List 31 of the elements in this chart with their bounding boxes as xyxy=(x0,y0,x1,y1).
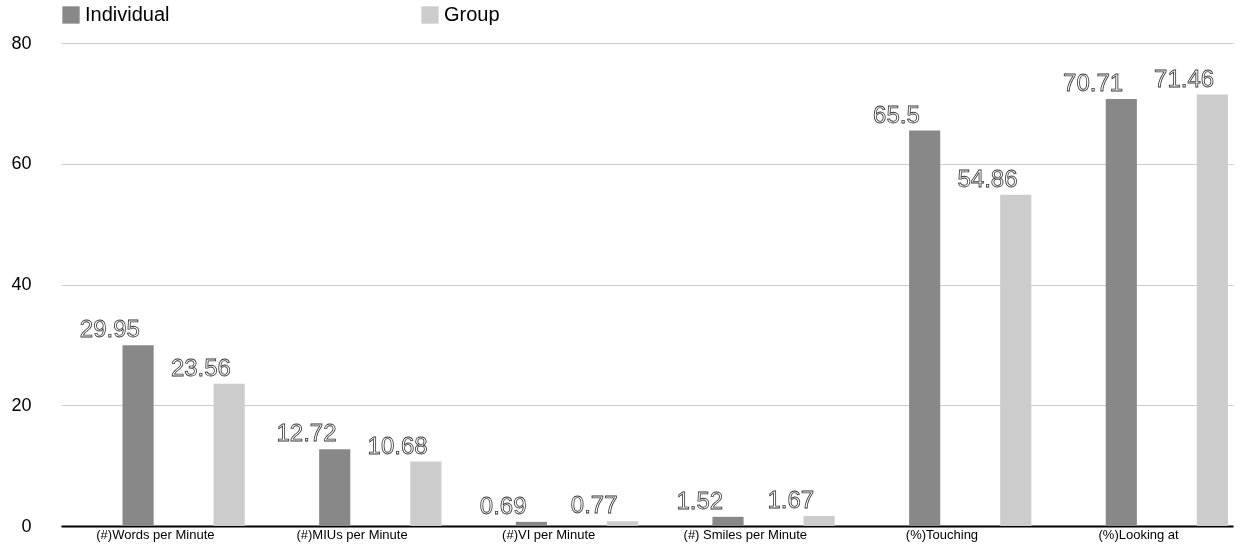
data-label: 65.5 xyxy=(873,100,920,128)
x-tick-label: (%)Touching xyxy=(905,526,979,542)
data-label: 1.52 xyxy=(676,486,724,514)
data-label: 29.95 xyxy=(79,315,140,343)
data-label: 10.68 xyxy=(367,431,428,459)
y-tick-label: 0 xyxy=(21,515,32,536)
bar xyxy=(1105,99,1137,526)
data-label: 1.67 xyxy=(767,485,815,513)
bar xyxy=(803,515,835,526)
legend-label: Group xyxy=(444,3,500,25)
bar xyxy=(712,516,744,526)
x-tick-label: (#)VI per Minute xyxy=(502,526,596,542)
y-tick-label: 80 xyxy=(11,32,32,53)
bar xyxy=(606,521,639,526)
bar xyxy=(515,521,547,526)
bar xyxy=(319,449,351,526)
y-tick-label: 20 xyxy=(11,394,32,415)
data-label: 12.72 xyxy=(276,419,337,447)
y-tick-label: 40 xyxy=(11,274,32,294)
data-label: 54.86 xyxy=(957,164,1018,192)
x-tick-label: (#)Words per Minute xyxy=(96,526,215,542)
bar xyxy=(410,461,442,526)
x-tick-label: (%)Looking at xyxy=(1098,526,1180,542)
x-tick-label: (#) Smiles per Minute xyxy=(683,526,808,542)
bar xyxy=(122,345,154,526)
bar xyxy=(909,130,941,526)
legend-label: Individual xyxy=(85,3,170,25)
y-tick-label: 60 xyxy=(11,153,32,174)
data-label: 71.46 xyxy=(1154,64,1215,92)
data-label: 0.77 xyxy=(570,491,618,519)
x-tick-label: (#)MIUs per Minute xyxy=(296,526,408,542)
